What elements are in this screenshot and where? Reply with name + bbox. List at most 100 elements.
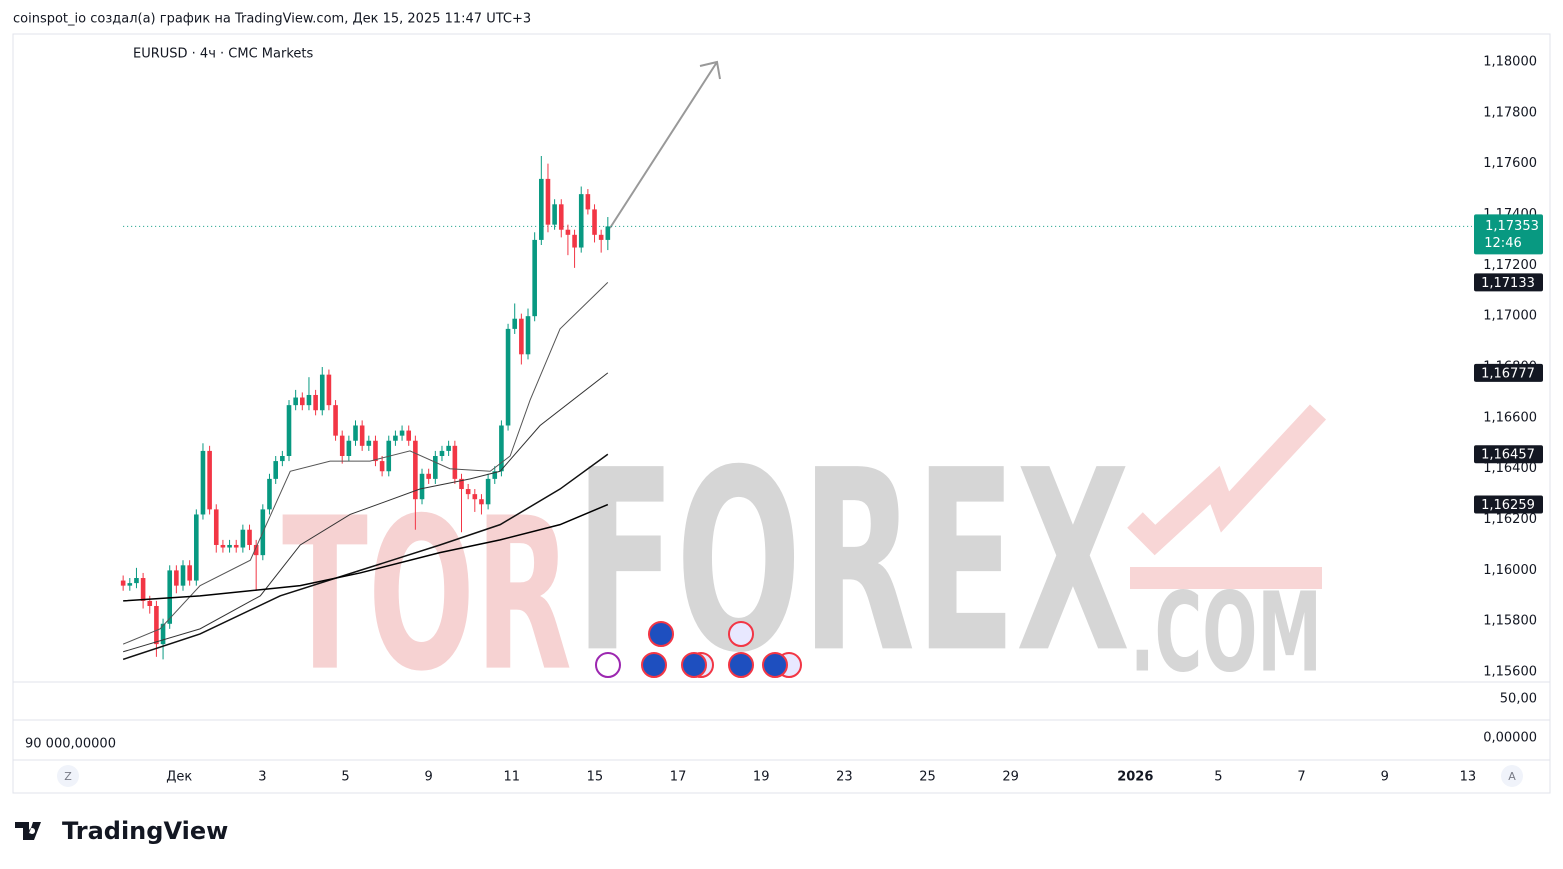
zoom-button-label[interactable]: Z [64,770,72,783]
event-icon [641,652,667,678]
candle-body [485,478,491,505]
candle-body [220,544,226,548]
moving-average [123,372,609,653]
candle-body [545,178,551,225]
x-tick-label: 9 [1381,770,1389,785]
candle-body [406,430,412,441]
candle-body [399,430,405,436]
watermark-bar [1130,567,1322,589]
y-tick-label: 1,17800 [1483,105,1537,120]
watermark-check [1127,404,1327,556]
symbol-title: EURUSD · 4ч · CMC Markets [133,47,313,62]
price-label: 1,16259 [1481,498,1535,513]
candle-body [452,445,458,479]
candle-body [578,194,584,248]
chart-frame [12,33,1551,794]
candle-body [465,489,471,495]
candle-body [326,374,332,406]
x-tick-label: 15 [587,770,604,785]
x-tick-label: 7 [1297,770,1305,785]
candle-body [353,425,358,441]
event-icon [648,621,674,647]
volume-label: 90 000,00000 [25,737,116,752]
x-tick-label: 13 [1460,770,1477,785]
price-label-box [1474,363,1543,382]
event-icon [728,621,754,647]
event-icons [595,621,802,678]
y-tick-label: 1,15600 [1483,665,1537,680]
candle-body [346,440,352,456]
watermark-text: TOR [282,473,572,718]
candle-body [286,405,292,456]
y-tick-label: 1,17600 [1483,156,1537,171]
candle-body [313,394,318,411]
candle-body [433,455,438,479]
candle-body [127,583,133,586]
candle-body [187,565,192,581]
footer-logo: TradingView [15,817,228,845]
price-label: 1,16457 [1481,448,1535,463]
panel-axis-label: 0,00000 [1483,731,1537,746]
candle-body [213,509,219,545]
moving-average [123,503,609,602]
candle-body [200,450,206,515]
price-label-box [1474,273,1543,292]
candle-body [373,440,378,462]
event-icon [595,652,621,678]
y-tick-label: 1,17200 [1483,258,1537,273]
moving-average [122,282,609,645]
candle-body [194,514,199,581]
y-tick-label: 1,16200 [1483,512,1537,527]
price-label-box [1474,495,1543,514]
candle-body [426,473,431,479]
candle-body [134,578,139,584]
candle-body [525,316,531,355]
moving-average [122,453,609,661]
countdown: 12:46 [1484,236,1521,251]
last-price-label: 1,17353 [1485,219,1539,234]
arrow-head [699,60,721,80]
candle-body [120,580,126,586]
x-tick-label: 17 [670,770,687,785]
candle-body [240,529,246,548]
candle-body [147,600,153,606]
candle-body [267,478,272,510]
header-text: coinspot_io создал(а) график на TradingV… [13,12,531,27]
candle-body [300,397,305,406]
candle-body [592,209,597,235]
candle-body [565,229,571,235]
candle-body [585,194,591,210]
candle-body [446,445,451,451]
x-tick-label: Дек [166,770,192,785]
x-tick-label: 3 [258,770,266,785]
plot-area [120,156,1472,661]
price-label: 1,16777 [1481,366,1535,381]
candle-body [419,473,425,500]
candle-body [492,471,498,479]
auto-button-label[interactable]: A [1508,770,1516,783]
trend-arrow [609,61,718,229]
candle-body [393,435,398,441]
candle-body [339,435,345,456]
candle-body [253,544,259,556]
candle-body [479,499,484,505]
last-price-box [1474,214,1543,255]
zoom-button[interactable] [57,765,79,787]
x-tick-label: 19 [753,770,770,785]
x-tick-label: 2026 [1117,770,1153,785]
x-tick-label: 5 [341,770,349,785]
candle-body [227,544,232,548]
candle-body [359,425,365,446]
y-tick-label: 1,17000 [1483,309,1537,324]
candle-body [532,239,537,317]
candle-body [180,565,186,586]
y-tick-label: 1,18000 [1483,54,1537,69]
candle-body [459,478,464,490]
candle-body [598,234,604,240]
candle-body [552,204,557,225]
auto-button[interactable] [1501,765,1523,787]
candle-body [280,455,285,462]
price-label: 1,17133 [1481,276,1535,291]
candle-body [333,405,338,436]
footer-brand: TradingView [62,817,228,845]
